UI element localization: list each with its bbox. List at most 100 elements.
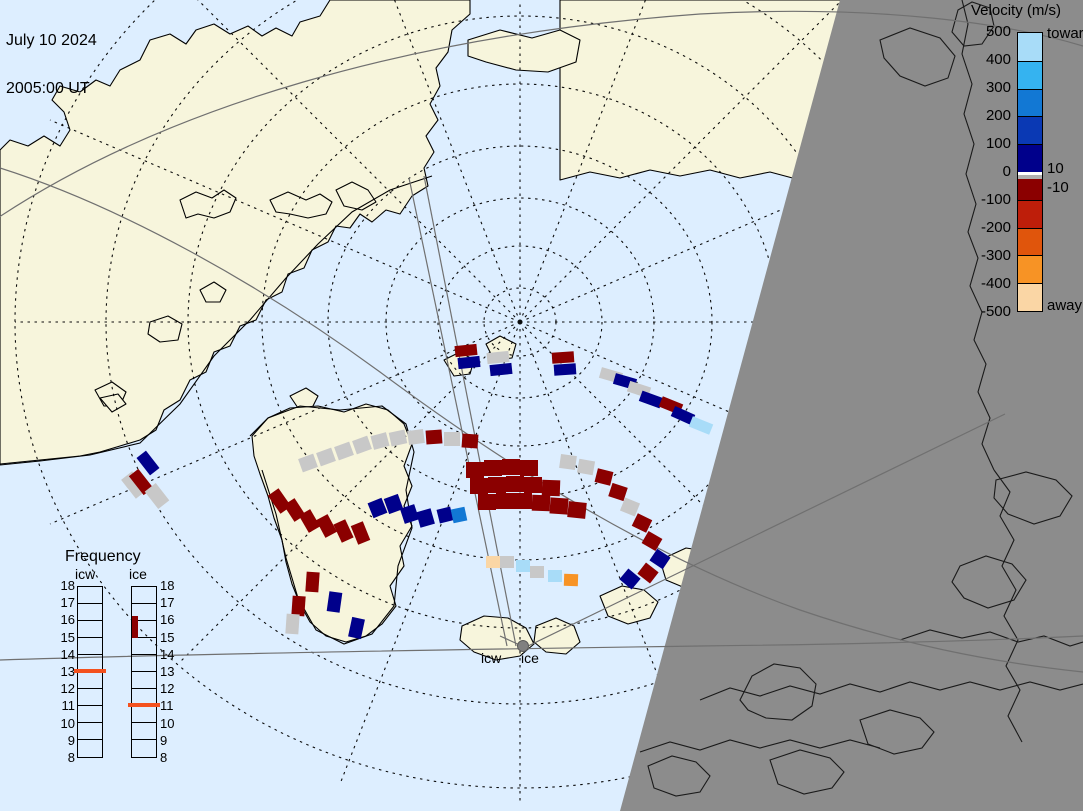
frequency-tick-13: 13 [160,664,175,679]
scatter-cell [608,482,628,502]
site-label-icw: icw [481,650,502,666]
scatter-cell [516,560,530,572]
scatter-cell [641,530,663,552]
frequency-tick-17: 17 [160,595,175,611]
scatter-cell [541,479,561,497]
frequency-segment-ice-5 [132,672,156,689]
colorbar-zero-band [1017,172,1043,179]
colorbar-tick-neg400: -400 [980,275,1011,292]
colorbar-title: Velocity (m/s) [971,2,1062,19]
frequency-segment-icw-0 [78,587,102,604]
frequency-segment-icw-8 [78,723,102,740]
scatter-cell [619,497,641,517]
scatter-cell [506,476,524,492]
timestamp-block: July 10 2024 2005:00 UT [6,1,97,129]
scatter-cell [466,462,484,478]
frequency-segment-icw-9 [78,740,102,757]
scatter-cell [352,435,372,455]
scatter-cell [298,509,321,533]
frequency-tick-10: 10 [60,715,75,731]
scatter-cell [450,506,468,524]
scatter-cell [637,562,659,584]
frequency-tick-16: 16 [160,612,175,628]
scatter-cell [484,460,502,476]
frequency-segment-ice-7 [132,706,156,723]
scatter-cell [425,429,443,445]
colorbar-tick-neg100: -100 [980,191,1011,208]
colorbar-swatch-4 [1018,144,1042,172]
colorbar-tick-100: 100 [985,135,1011,152]
scatter-cell [553,363,577,376]
scatter-cell [436,506,454,524]
scatter-cell [461,433,479,449]
frequency-tick-14: 14 [60,646,75,662]
colorbar-away-label: away [1047,297,1083,314]
scatter-cell [563,573,579,587]
scatter-cell [631,513,653,533]
scatter-cell [478,494,496,510]
frequency-marker-icw-0 [74,669,106,674]
scatter-cell [388,429,408,447]
frequency-tick-18: 18 [160,578,175,593]
frequency-tick-11: 11 [160,698,174,714]
scatter-cell [531,494,551,512]
scatter-cell [489,362,513,377]
scatter-cell [514,493,532,509]
scatter-cell [457,355,481,370]
frequency-segment-ice-3 [132,638,156,655]
scatter-cell [370,432,390,450]
scatter-cell [399,504,420,524]
scatter-cell [316,514,337,538]
frequency-tick-9: 9 [160,732,168,748]
scatter-cell [333,519,354,543]
colorbar-swatch-7 [1018,227,1042,256]
colorbar-tick-neg300: -300 [980,247,1011,264]
colorbar-swatch-1 [1018,60,1042,89]
frequency-tick-15: 15 [160,629,175,645]
scatter-cell [285,613,300,635]
colorbar-tick-200: 200 [985,107,1011,124]
frequency-tick-10: 10 [160,715,175,731]
colorbar-swatches [1017,32,1043,312]
scatter-cell [488,477,506,493]
scatter-cell [136,450,160,476]
frequency-legend-title: Frequency [65,548,141,565]
scatter-cell [334,441,354,461]
scatter-cell [619,568,641,590]
scatter-cell [316,447,336,467]
scatter-cell [383,493,404,515]
frequency-tick-12: 12 [60,681,75,697]
scatter-cell [486,350,510,365]
scatter-cell [444,432,460,446]
colorbar-swatch-9 [1018,283,1042,311]
colorbar-tick-300: 300 [985,79,1011,96]
scatter-cell [121,471,147,499]
scatter-cell [326,591,343,613]
frequency-column-label-ice: ice [129,566,147,582]
frequency-tick-16: 16 [60,612,75,628]
colorbar-inner-positive-label: 10 [1047,160,1064,177]
scatter-cell [524,477,542,493]
scatter-cell [594,468,614,486]
colorbar-swatch-3 [1018,116,1042,145]
scatter-cell [530,566,544,578]
frequency-segment-ice-4 [132,655,156,672]
scatter-cell [128,468,154,496]
frequency-column-label-icw: icw [75,566,96,582]
colorbar-toward-label: toward [1047,25,1083,42]
frequency-segment-ice-9 [132,740,156,757]
frequency-segment-icw-2 [78,621,102,638]
site-label-ice: ice [521,650,539,666]
scatter-cell [567,501,587,519]
frequency-block-ice-1 [132,616,138,638]
scatter-cell [305,571,320,593]
scatter-cell [551,351,575,364]
scatter-cell [486,556,500,568]
scatter-cell [348,616,365,640]
velocity-scatter-cells [121,343,714,640]
frequency-segment-ice-8 [132,723,156,740]
frequency-tick-11: 11 [61,698,76,714]
frequency-tick-14: 14 [160,646,175,662]
velocity-colorbar-panel: Velocity (m/s) 500 400 300 200 100 0 -100 -200 -… [955,0,1083,340]
